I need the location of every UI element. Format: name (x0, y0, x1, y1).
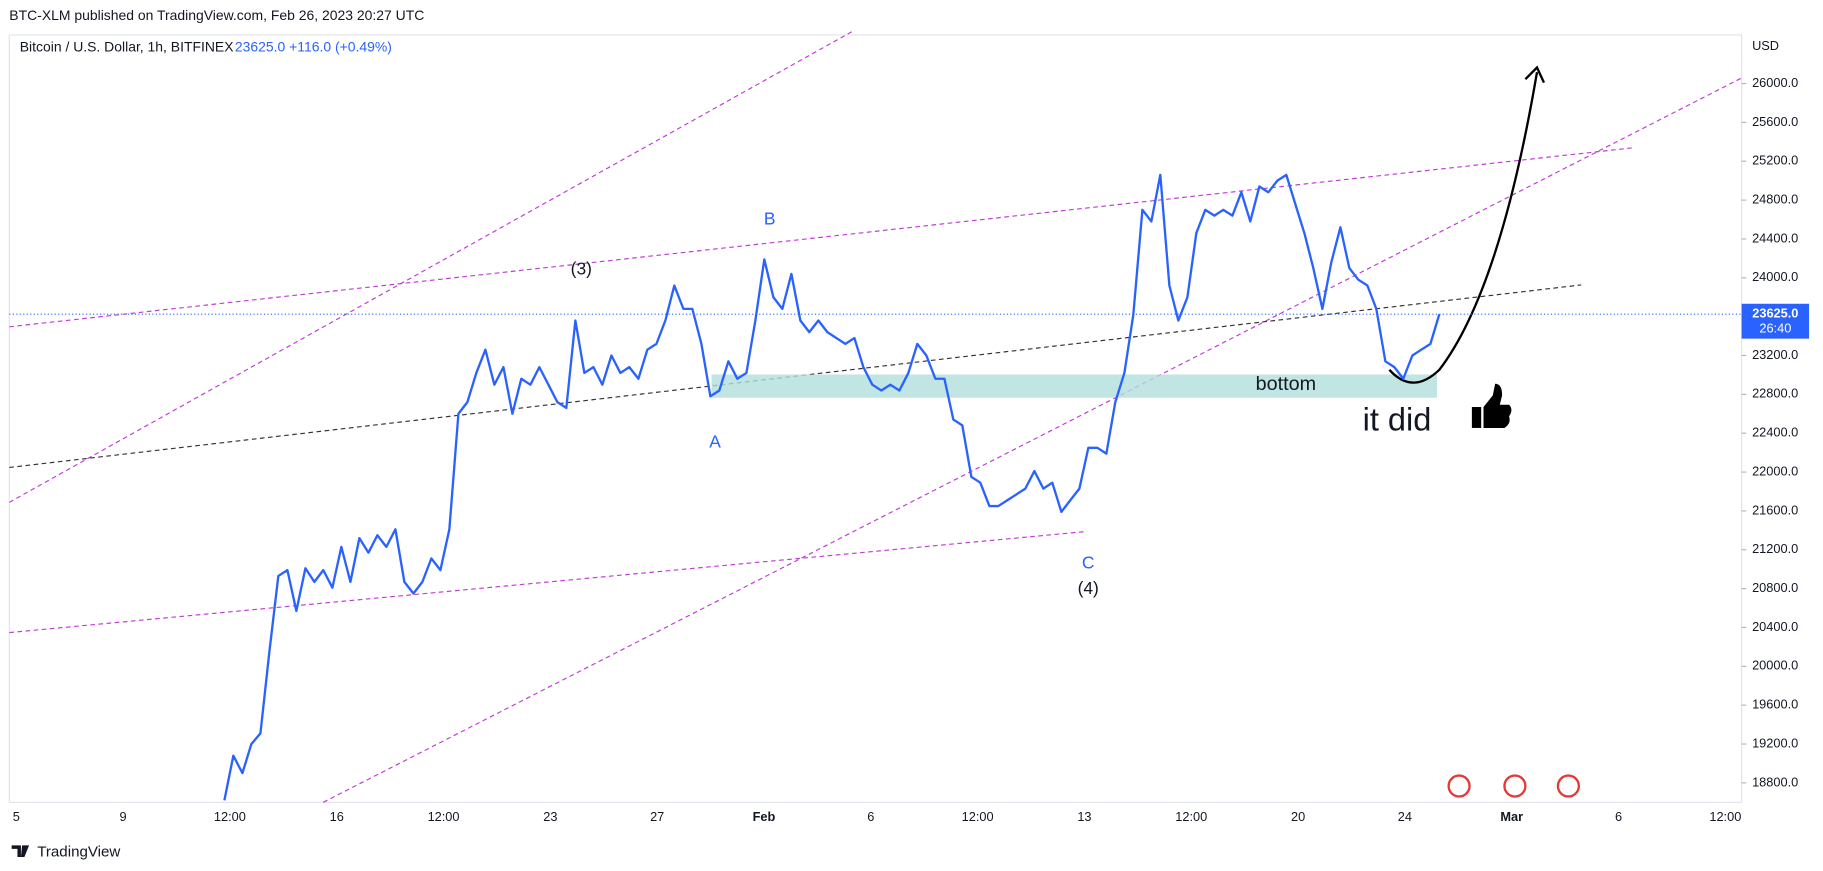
x-tick-label: 6 (1615, 809, 1622, 824)
x-tick-label: 20 (1291, 809, 1305, 824)
x-tick-label: 12:00 (962, 809, 994, 824)
brand: TradingView (37, 843, 120, 860)
annotation: A (709, 432, 721, 452)
annotation: (4) (1078, 578, 1099, 598)
countdown: 26:40 (1759, 321, 1791, 336)
arrow-head (1524, 65, 1546, 84)
symbol: Bitcoin / U.S. Dollar, 1h, BITFINEX (20, 38, 234, 54)
price-badge (1741, 303, 1810, 339)
price-line (223, 173, 1441, 801)
x-tick-label: 23 (543, 809, 557, 824)
x-tick-label: 12:00 (214, 809, 246, 824)
price-badge-label: 23625.0 (1752, 306, 1798, 321)
y-tick-label: 22800.0 (1752, 386, 1798, 401)
annotation: (3) (571, 258, 592, 278)
y-tick-label: 24000.0 (1752, 269, 1798, 284)
x-tick-label: 24 (1398, 809, 1412, 824)
x-tick-label: 5 (13, 809, 20, 824)
projection-arrow (1388, 71, 1539, 384)
annotation: it did (1363, 402, 1432, 438)
quote: 23625.0 +116.0 (+0.49%) (235, 38, 392, 54)
support-zone (711, 374, 1438, 398)
y-tick-label: 25600.0 (1752, 114, 1798, 129)
x-tick-label: 16 (330, 809, 344, 824)
y-tick-label: 22000.0 (1752, 463, 1798, 478)
y-tick-label: 22400.0 (1752, 425, 1798, 440)
x-tick-label: 12:00 (1175, 809, 1207, 824)
y-tick-label: 20400.0 (1752, 619, 1798, 634)
annotation: B (764, 208, 776, 228)
y-tick-label: 21600.0 (1752, 502, 1798, 517)
x-tick-label: 13 (1077, 809, 1091, 824)
y-tick-label: 20000.0 (1752, 658, 1798, 673)
header: BTC-XLM published on TradingView.com, Fe… (9, 7, 424, 23)
y-tick-label: 20800.0 (1752, 580, 1798, 595)
y-tick-label: 21200.0 (1752, 541, 1798, 556)
annotation: bottom (1256, 373, 1316, 395)
thumbs-up-icon (1471, 383, 1512, 428)
y-tick-label: 19600.0 (1752, 697, 1798, 712)
x-tick-label: 12:00 (428, 809, 460, 824)
brand-logo (11, 845, 30, 857)
y-tick-label: 26000.0 (1752, 75, 1798, 90)
x-tick-label: 9 (120, 809, 127, 824)
x-tick-label: Mar (1500, 809, 1523, 824)
currency: USD (1752, 38, 1779, 53)
x-tick-label: 12:00 (1709, 809, 1741, 824)
x-tick-label: 27 (650, 809, 664, 824)
y-tick-label: 18800.0 (1752, 774, 1798, 789)
annotation: C (1082, 553, 1095, 573)
y-tick-label: 25200.0 (1752, 153, 1798, 168)
event-icons (1447, 774, 1581, 798)
x-tick-label: Feb (753, 809, 776, 824)
y-tick-label: 24800.0 (1752, 191, 1798, 206)
y-tick-label: 23200.0 (1752, 347, 1798, 362)
y-tick-label: 19200.0 (1752, 735, 1798, 750)
x-tick-label: 6 (867, 809, 874, 824)
y-tick-label: 24400.0 (1752, 230, 1798, 245)
